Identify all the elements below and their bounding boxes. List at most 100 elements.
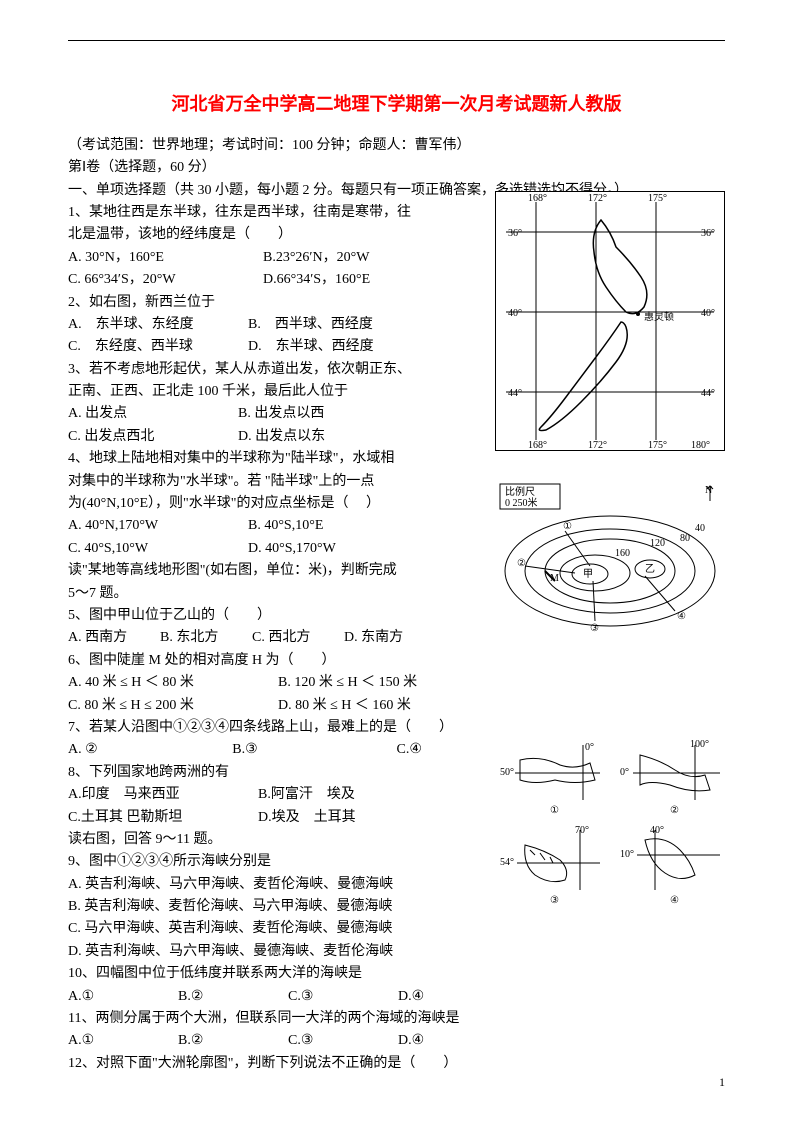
svg-text:甲: 甲: [583, 569, 593, 580]
q12-stem: 12、对照下面"大洲轮廓图"，判断下列说法不正确的是（ ）: [68, 1053, 725, 1075]
exam-info: （考试范围：世界地理；考试时间：100 分钟；命题人：曹军伟）: [68, 135, 725, 157]
svg-text:36°: 36°: [701, 228, 715, 239]
page-number: 1: [719, 1073, 725, 1092]
q9-opt-a: A. 英吉利海峡、马六甲海峡、麦哲伦海峡、曼德海峡: [68, 874, 463, 896]
exam-title: 河北省万全中学高二地理下学期第一次月考试题新人教版: [68, 90, 725, 119]
q5-opt-c: C. 西北方: [252, 627, 344, 649]
q3-stem-1: 3、若不考虑地形起伏，某人从赤道出发，依次朝正东、: [68, 359, 463, 381]
reading-5-7b: 5～7 题。: [68, 583, 463, 605]
svg-text:80: 80: [680, 533, 690, 544]
svg-text:160: 160: [615, 548, 630, 559]
q9-opt-c: C. 马六甲海峡、英吉利海峡、麦哲伦海峡、曼德海峡: [68, 918, 463, 940]
figure-straits-maps: 50° 0° ① 0° 100° ② 54° 70° ③ 10° 40°: [495, 735, 725, 910]
q10-stem: 10、四幅图中位于低纬度并联系两大洋的海峡是: [68, 963, 725, 985]
svg-text:40: 40: [695, 523, 705, 534]
figure-contour-map: 比例尺 0 250米 N 40 80 120 160 甲 乙 M ① ② ③: [495, 481, 725, 636]
q6-stem: 6、图中陡崖 M 处的相对高度 H 为（ ）: [68, 650, 463, 672]
svg-text:④: ④: [677, 611, 686, 622]
q8-options-row2: C.土耳其 巴勒斯坦D.埃及 土耳其: [68, 807, 463, 829]
svg-text:惠灵顿: 惠灵顿: [644, 310, 674, 323]
q8-options-row1: A.印度 马来西亚B.阿富汗 埃及: [68, 784, 463, 806]
svg-text:比例尺: 比例尺: [505, 485, 535, 498]
q3-stem-2: 正南、正西、正北走 100 千米，最后此人位于: [68, 381, 463, 403]
svg-text:②: ②: [670, 805, 679, 816]
q3-opt-c: C. 出发点西北: [68, 426, 238, 448]
svg-text:54°: 54°: [500, 857, 514, 868]
svg-text:172°: 172°: [588, 193, 607, 204]
q1-opt-c: C. 66°34′S，20°W: [68, 269, 263, 291]
q11-opt-c: C.③: [288, 1030, 398, 1052]
header-rule: [68, 40, 725, 41]
q10-options: A.①B.②C.③D.④: [68, 986, 725, 1008]
q2-stem: 2、如右图，新西兰位于: [68, 292, 463, 314]
q2-options-row1: A. 东半球、东经度B. 西半球、西经度: [68, 314, 463, 336]
q1-opt-b: B.23°26′N，20°W: [263, 250, 369, 265]
q6-opt-c: C. 80 米 ≤ H ≤ 200 米: [68, 695, 278, 717]
q10-opt-c: C.③: [288, 986, 398, 1008]
q5-opt-d: D. 东南方: [344, 630, 403, 645]
q4-opt-a: A. 40°N,170°W: [68, 515, 248, 537]
q5-stem: 5、图中甲山位于乙山的（ ）: [68, 605, 463, 627]
q11-stem: 11、两侧分属于两个大洲，但联系同一大洋的两个海域的海峡是: [68, 1008, 725, 1030]
q2-opt-d: D. 东半球、西经度: [248, 339, 374, 354]
svg-text:120: 120: [650, 538, 665, 549]
q4-stem-3: 为(40°N,10°E），则"水半球"的对应点坐标是（ ）: [68, 493, 463, 515]
q7-opt-a: A. ②: [68, 739, 232, 761]
q3-opt-d: D. 出发点以东: [238, 429, 325, 444]
q11-opt-d: D.④: [398, 1033, 424, 1048]
svg-text:100°: 100°: [690, 739, 709, 750]
q2-opt-c: C. 东经度、西半球: [68, 336, 248, 358]
svg-text:36°: 36°: [508, 228, 522, 239]
section-1-header: 第Ⅰ卷（选择题，60 分）: [68, 157, 725, 179]
q8-stem: 8、下列国家地跨两洲的有: [68, 762, 463, 784]
q6-opt-a: A. 40 米 ≤ H ＜ 80 米: [68, 672, 278, 694]
q1-opt-a: A. 30°N，160°E: [68, 247, 263, 269]
q4-stem-2: 对集中的半球称为"水半球"。若 "陆半球"上的一点: [68, 471, 463, 493]
q7-opt-b: B.③: [232, 739, 396, 761]
q4-options-row1: A. 40°N,170°WB. 40°S,10°E: [68, 515, 463, 537]
svg-text:70°: 70°: [575, 825, 589, 836]
svg-text:①: ①: [563, 521, 572, 532]
q2-opt-b: B. 西半球、西经度: [248, 317, 373, 332]
svg-text:168°: 168°: [528, 193, 547, 204]
svg-text:175°: 175°: [648, 440, 667, 450]
q4-options-row2: C. 40°S,10°WD. 40°S,170°W: [68, 538, 463, 560]
svg-text:10°: 10°: [620, 849, 634, 860]
svg-text:②: ②: [517, 558, 526, 569]
svg-text:175°: 175°: [648, 193, 667, 204]
q1-stem-2: 北是温带，该地的经纬度是（ ）: [68, 224, 463, 246]
q11-opt-a: A.①: [68, 1030, 178, 1052]
q4-opt-c: C. 40°S,10°W: [68, 538, 248, 560]
q11-opt-b: B.②: [178, 1030, 288, 1052]
q2-options-row2: C. 东经度、西半球D. 东半球、西经度: [68, 336, 463, 358]
svg-text:168°: 168°: [528, 440, 547, 450]
q3-options-row1: A. 出发点B. 出发点以西: [68, 403, 463, 425]
q1-options-row1: A. 30°N，160°EB.23°26′N，20°W: [68, 247, 463, 269]
q1-opt-d: D.66°34′S，160°E: [263, 272, 370, 287]
q3-opt-a: A. 出发点: [68, 403, 238, 425]
svg-text:50°: 50°: [500, 767, 514, 778]
q8-opt-c: C.土耳其 巴勒斯坦: [68, 807, 258, 829]
svg-text:44°: 44°: [508, 388, 522, 399]
svg-text:乙: 乙: [645, 563, 655, 575]
q8-opt-a: A.印度 马来西亚: [68, 784, 258, 806]
svg-text:180°: 180°: [691, 440, 710, 450]
svg-text:40°: 40°: [508, 308, 522, 319]
q5-opt-b: B. 东北方: [160, 627, 252, 649]
q1-stem-1: 1、某地往西是东半球，往东是西半球，往南是寒带，往: [68, 202, 463, 224]
svg-text:40°: 40°: [701, 308, 715, 319]
q6-opt-b: B. 120 米 ≤ H ＜ 150 米: [278, 675, 417, 690]
q9-opt-b: B. 英吉利海峡、麦哲伦海峡、马六甲海峡、曼德海峡: [68, 896, 463, 918]
q5-options: A. 西南方B. 东北方C. 西北方D. 东南方: [68, 627, 463, 649]
q6-options-row2: C. 80 米 ≤ H ≤ 200 米D. 80 米 ≤ H ＜ 160 米: [68, 695, 463, 717]
q8-opt-d: D.埃及 土耳其: [258, 810, 356, 825]
svg-text:④: ④: [670, 895, 679, 906]
q8-opt-b: B.阿富汗 埃及: [258, 787, 355, 802]
q6-opt-d: D. 80 米 ≤ H ＜ 160 米: [278, 698, 411, 713]
reading-9-11: 读右图，回答 9～11 题。: [68, 829, 463, 851]
q10-opt-b: B.②: [178, 986, 288, 1008]
q10-opt-d: D.④: [398, 989, 424, 1004]
q5-opt-a: A. 西南方: [68, 627, 160, 649]
q6-options-row1: A. 40 米 ≤ H ＜ 80 米B. 120 米 ≤ H ＜ 150 米: [68, 672, 463, 694]
q3-options-row2: C. 出发点西北D. 出发点以东: [68, 426, 463, 448]
